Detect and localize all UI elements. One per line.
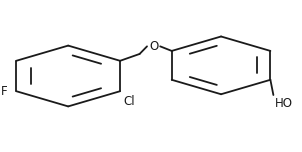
Text: F: F [1,85,8,98]
Text: Cl: Cl [123,95,135,108]
Text: O: O [149,40,158,53]
Text: HO: HO [275,97,293,110]
